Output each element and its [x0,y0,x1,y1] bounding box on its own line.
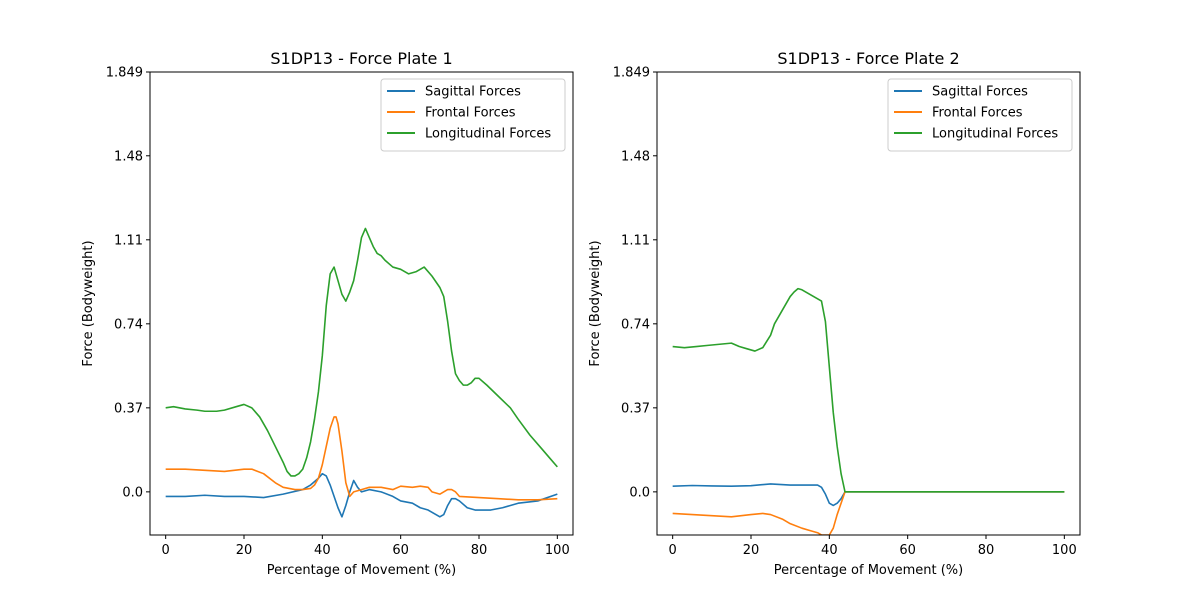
legend: Sagittal Forces Frontal Forces Longitudina… [380,78,566,152]
legend-box [380,78,566,152]
x-tick-label: 100 [1052,543,1077,558]
y-tick-label: 0.74 [114,317,143,332]
x-tick-label: 100 [545,543,570,558]
legend-label: Sagittal Forces [425,85,521,100]
x-tick-label: 0 [669,543,677,558]
legend: Sagittal Forces Frontal Forces Longitudina… [887,78,1073,152]
x-tick-label: 20 [743,543,760,558]
y-tick-label: 0.74 [621,317,650,332]
y-tick-label: 1.48 [114,149,143,164]
y-tick-label: 1.849 [106,66,143,81]
y-axis-label: Force (Bodyweight) [81,240,96,366]
series-line-frontal-forces [165,416,558,501]
x-tick-label: 20 [236,543,253,558]
y-tick-label: 1.11 [621,233,650,248]
y-tick-label: 1.849 [613,66,650,81]
series-line-longitudinal-forces [165,227,558,477]
x-axis-label: Percentage of Movement (%) [267,563,456,578]
y-tick-label: 1.11 [114,233,143,248]
y-axis-label: Force (Bodyweight) [588,240,603,366]
axes-frame [149,71,574,536]
legend-label: Frontal Forces [932,106,1023,121]
series-line-sagittal-forces [165,472,558,518]
y-tick-label: 0.0 [122,485,143,500]
y-tick-label: 1.48 [621,149,650,164]
legend-label: Longitudinal Forces [425,127,551,142]
series-line-longitudinal-forces [672,287,1065,493]
x-tick-label: 40 [314,543,331,558]
legend-label: Frontal Forces [425,106,516,121]
series-line-sagittal-forces [672,483,1065,507]
x-tick-label: 40 [821,543,838,558]
series-line-frontal-forces [672,491,1065,535]
legend-box [887,78,1073,152]
x-tick-label: 80 [471,543,488,558]
y-tick-label: 0.0 [629,485,650,500]
x-tick-label: 60 [899,543,916,558]
chart-panel-2: 0 20 40 60 80 100 0.0 0.37 0.74 1.11 1.48 1.849 S1DP… [588,49,1081,578]
y-tick-label: 0.37 [114,401,143,416]
chart-title: S1DP13 - Force Plate 1 [270,49,452,68]
legend-label: Sagittal Forces [932,85,1028,100]
x-axis-label: Percentage of Movement (%) [774,563,963,578]
y-tick-label: 0.37 [621,401,650,416]
chart-panel-1: 0 20 40 60 80 100 0.0 0.37 0.74 1.11 1.48 1.849 S1DP… [81,49,574,578]
legend-label: Longitudinal Forces [932,127,1058,142]
x-tick-label: 80 [978,543,995,558]
x-tick-label: 0 [162,543,170,558]
x-tick-label: 60 [392,543,409,558]
chart-title: S1DP13 - Force Plate 2 [777,49,959,68]
axes-frame [656,71,1081,536]
